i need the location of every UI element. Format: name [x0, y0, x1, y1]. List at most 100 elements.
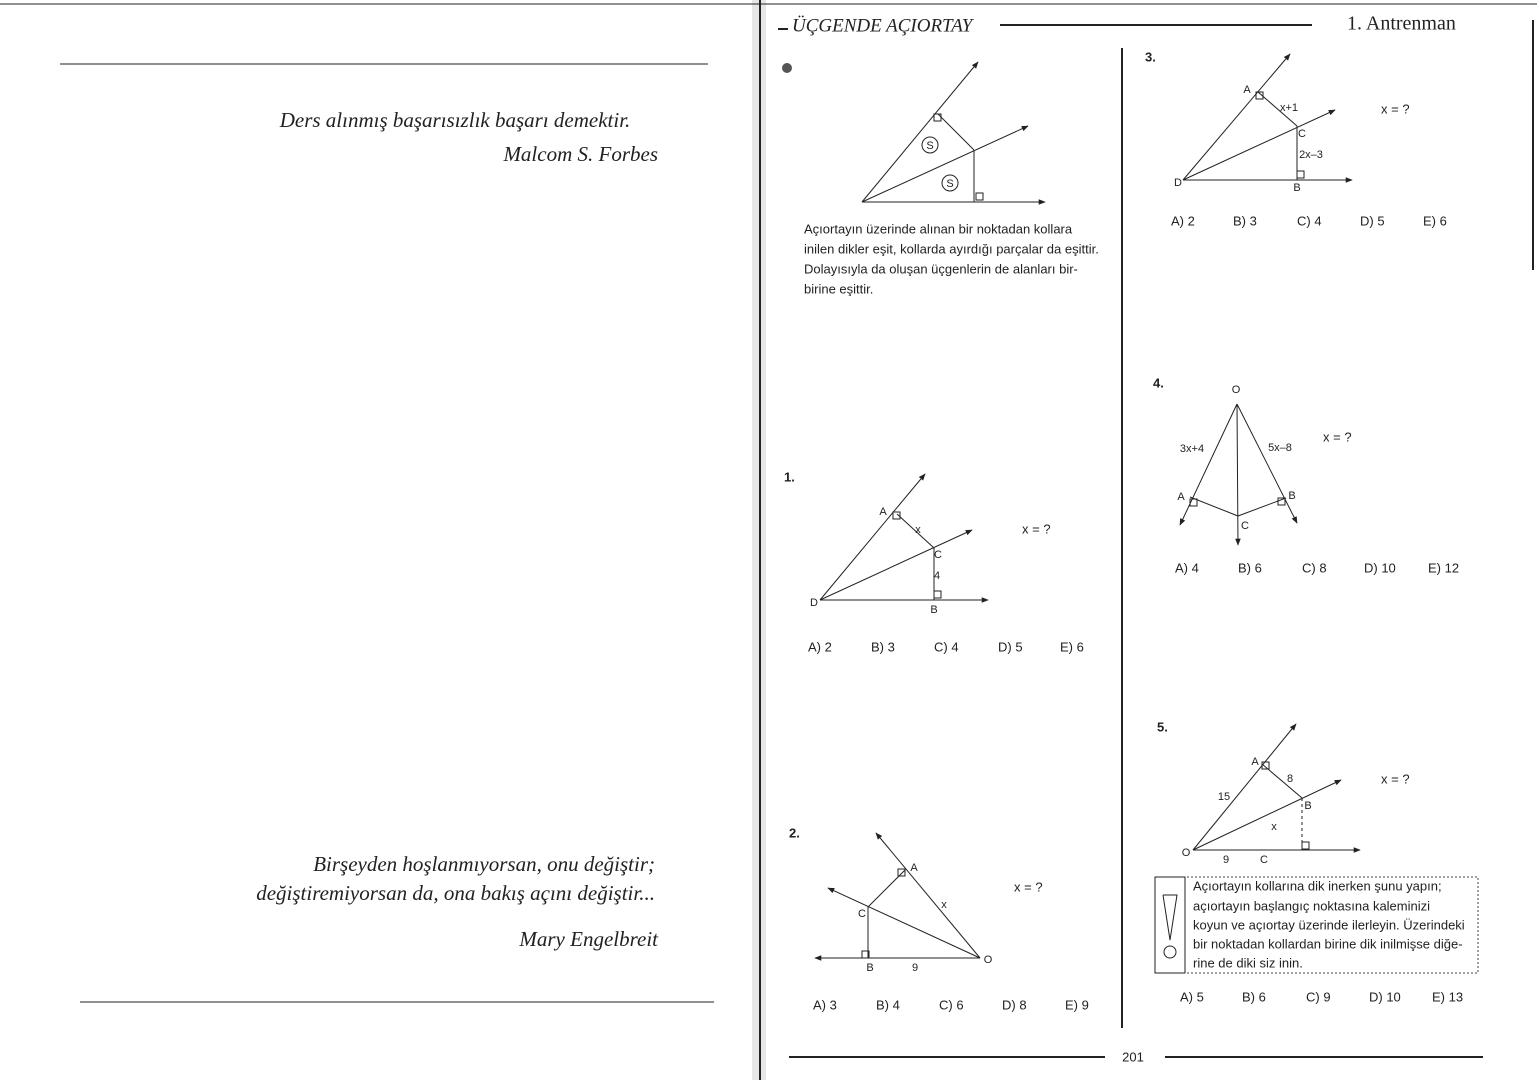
quote-author: Malcom S. Forbes	[502, 142, 658, 166]
choice: D) 5	[998, 639, 1023, 654]
right-angle-mark	[1296, 170, 1305, 179]
circle-mark	[941, 174, 959, 192]
quote: Birşeyden hoşlanmıyorsan, onu değiştir;	[313, 852, 655, 876]
figure-label: A	[910, 862, 918, 874]
choice: D) 10	[1369, 989, 1401, 1004]
choice: C) 6	[939, 997, 964, 1012]
figure-label: 2x–3	[1299, 149, 1323, 161]
figure-label: C	[858, 908, 866, 920]
problem-number: 1.	[784, 469, 795, 484]
section-title: 1. Antrenman	[1347, 13, 1456, 35]
choice: C) 8	[1302, 560, 1327, 575]
figure-line	[1189, 496, 1239, 517]
header-title: ÜÇGENDE AÇIORTAY	[792, 15, 975, 36]
figure-label: 4	[934, 570, 940, 582]
figure-line	[1261, 763, 1303, 799]
figure-line	[937, 113, 975, 151]
pencil-icon	[1162, 894, 1178, 941]
figure-line	[1182, 109, 1336, 181]
intro-text: birine eşittir.	[804, 281, 873, 296]
figure-label: B	[866, 962, 873, 974]
figure-label: x	[915, 524, 921, 536]
choice: B) 6	[1242, 989, 1266, 1004]
question: x = ?	[1381, 101, 1410, 116]
tip-text: bir noktadan kollardan birine dik inilmi…	[1193, 936, 1463, 951]
figure-label: S	[946, 178, 953, 190]
right-angle-mark	[892, 511, 901, 520]
figure-label: A	[879, 506, 887, 518]
figure-label: D	[810, 597, 818, 609]
tip-icon-circle	[1163, 945, 1177, 959]
figure-label: 5x–8	[1268, 442, 1292, 454]
figure-line	[819, 529, 973, 601]
figure-label: 3x+4	[1180, 443, 1204, 455]
quote-author: Mary Engelbreit	[518, 927, 659, 951]
figure-line	[1192, 723, 1297, 851]
choice: C) 9	[1306, 989, 1331, 1004]
choice: D) 8	[1002, 997, 1027, 1012]
problem-number: 3.	[1145, 49, 1156, 64]
right-angle-mark	[933, 113, 942, 122]
intro-text: Dolayısıyla da oluşan üçgenlerin de alan…	[804, 261, 1078, 276]
right-angle-mark	[1277, 497, 1286, 506]
page-number: 201	[1122, 1049, 1144, 1064]
tip-text: rine de diki siz inin.	[1193, 955, 1303, 970]
figure-line	[1257, 91, 1298, 127]
right-angle-mark	[933, 590, 942, 599]
figure-label: C	[1241, 520, 1249, 532]
figure-line	[875, 832, 981, 959]
choice: C) 4	[1297, 213, 1322, 228]
figure-label: C	[1260, 854, 1268, 866]
choice: B) 6	[1238, 560, 1262, 575]
figure-label: B	[1288, 490, 1295, 502]
figure-line	[819, 473, 926, 601]
figure-line	[1237, 497, 1287, 517]
figure-line	[1192, 779, 1342, 851]
right-angle-mark	[861, 950, 870, 959]
choice: A) 2	[1171, 213, 1195, 228]
figure-line	[827, 887, 981, 959]
problem-number: 4.	[1153, 375, 1164, 390]
figure-label: O	[984, 954, 993, 966]
figure-label: C	[934, 549, 942, 561]
right-angle-mark	[897, 868, 906, 877]
figure-line	[861, 61, 979, 203]
question: x = ?	[1323, 429, 1352, 444]
figure-label: A	[1243, 84, 1251, 96]
right-angle-mark	[1261, 761, 1270, 770]
choice: B) 3	[871, 639, 895, 654]
figure-label: O	[1182, 847, 1191, 859]
figure-line	[1235, 403, 1241, 546]
bullet	[782, 63, 792, 73]
choice: A) 5	[1180, 989, 1204, 1004]
problem-number: 5.	[1157, 719, 1168, 734]
figure-label: A	[1177, 491, 1185, 503]
circle-mark	[921, 136, 939, 154]
choice: A) 4	[1175, 560, 1199, 575]
figure-label: x+1	[1280, 102, 1298, 114]
figure-label: S	[926, 140, 933, 152]
choice: C) 4	[934, 639, 959, 654]
question: x = ?	[1022, 521, 1051, 536]
choice: E) 9	[1065, 997, 1089, 1012]
choice: E) 6	[1060, 639, 1084, 654]
question: x = ?	[1014, 879, 1043, 894]
problem-number: 2.	[789, 825, 800, 840]
figure-line	[896, 513, 935, 549]
question: x = ?	[1381, 771, 1410, 786]
right-angle-mark	[1255, 91, 1264, 100]
quote: Ders alınmış başarısızlık başarı demekti…	[279, 108, 631, 132]
choice: E) 13	[1432, 989, 1463, 1004]
figure-label: 8	[1287, 773, 1293, 785]
right-angle-mark	[1301, 841, 1310, 850]
choice: D) 5	[1360, 213, 1385, 228]
quote: değiştiremiyorsan da, ona bakış açını de…	[256, 881, 655, 905]
choice: B) 3	[1233, 213, 1257, 228]
figure-label: 9	[1223, 854, 1229, 866]
intro-text: inilen dikler eşit, kollarda ayırdığı pa…	[804, 241, 1099, 256]
right-angle-mark	[975, 192, 984, 201]
choice: A) 3	[813, 997, 837, 1012]
figure-line	[861, 125, 1029, 203]
choice: A) 2	[808, 639, 832, 654]
